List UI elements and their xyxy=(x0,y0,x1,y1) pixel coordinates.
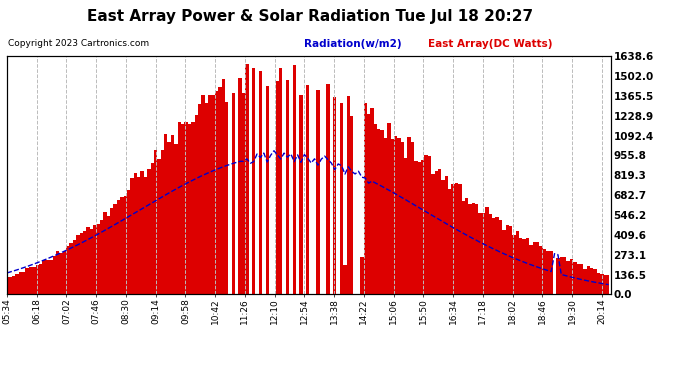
Text: East Array Power & Solar Radiation Tue Jul 18 20:27: East Array Power & Solar Radiation Tue J… xyxy=(88,9,533,24)
Text: Copyright 2023 Cartronics.com: Copyright 2023 Cartronics.com xyxy=(8,39,150,48)
Text: East Array(DC Watts): East Array(DC Watts) xyxy=(428,39,552,50)
Text: Radiation(w/m2): Radiation(w/m2) xyxy=(304,39,401,50)
